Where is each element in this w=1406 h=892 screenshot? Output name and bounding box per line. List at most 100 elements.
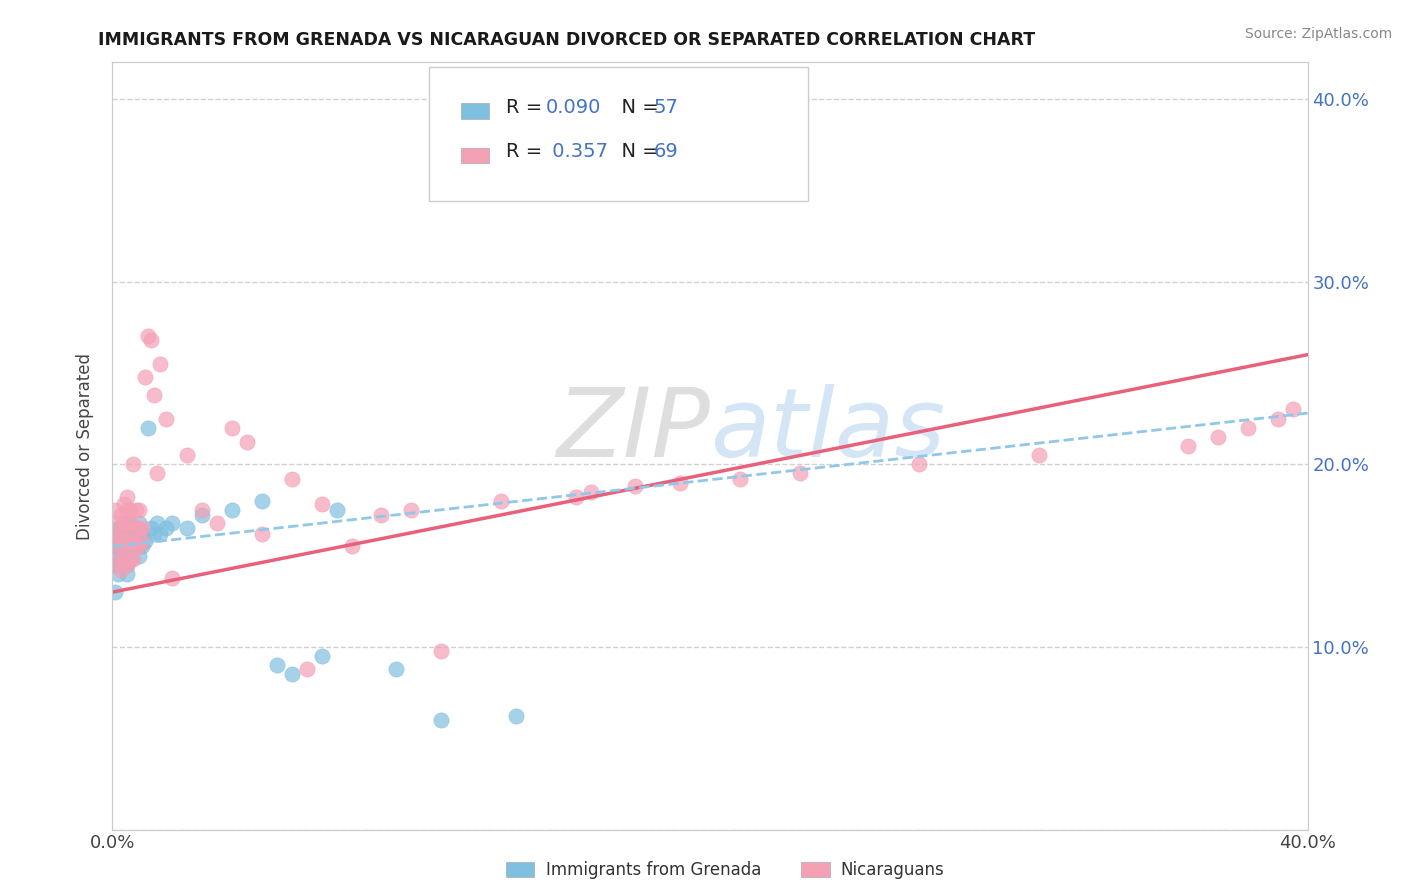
Point — [385, 662, 408, 676]
Point — [908, 457, 931, 471]
Point — [281, 472, 304, 486]
Point — [579, 484, 602, 499]
Point — [125, 533, 148, 548]
Point — [125, 521, 148, 535]
Point — [117, 540, 139, 554]
Point — [114, 545, 135, 559]
Point — [131, 521, 153, 535]
Text: Immigrants from Grenada: Immigrants from Grenada — [546, 861, 761, 879]
Point — [149, 357, 172, 371]
Point — [117, 558, 139, 572]
Point — [128, 503, 150, 517]
Point — [107, 549, 129, 563]
Point — [143, 526, 166, 541]
Point — [370, 508, 392, 523]
Point — [122, 540, 145, 554]
Point — [401, 503, 423, 517]
Point — [430, 643, 453, 657]
Point — [128, 540, 150, 554]
Point — [120, 540, 142, 554]
Point — [117, 549, 139, 563]
Point — [131, 540, 153, 554]
Point — [624, 479, 647, 493]
Point — [155, 521, 177, 535]
Point — [122, 457, 145, 471]
Point — [114, 530, 135, 544]
Point — [104, 549, 127, 563]
Point — [120, 552, 142, 566]
Point — [117, 558, 139, 572]
Point — [489, 493, 512, 508]
Point — [162, 516, 183, 530]
Point — [117, 526, 139, 541]
Point — [122, 521, 145, 535]
Point — [1237, 421, 1260, 435]
Text: 0.090: 0.090 — [546, 97, 600, 117]
Point — [114, 533, 135, 548]
Point — [128, 516, 150, 530]
Point — [114, 498, 135, 512]
Point — [128, 540, 150, 554]
Text: 57: 57 — [654, 97, 679, 117]
Point — [266, 658, 288, 673]
Point — [131, 533, 153, 548]
Point — [146, 516, 169, 530]
Point — [104, 530, 127, 544]
Point — [122, 552, 145, 566]
Point — [236, 435, 259, 450]
Point — [107, 566, 129, 581]
Point — [114, 533, 135, 548]
Point — [250, 526, 273, 541]
Y-axis label: Divorced or Separated: Divorced or Separated — [76, 352, 94, 540]
Point — [110, 530, 132, 544]
Point — [117, 503, 139, 517]
Point — [117, 566, 139, 581]
Text: 0.357: 0.357 — [546, 142, 607, 161]
Text: N =: N = — [609, 142, 665, 161]
Text: Nicaraguans: Nicaraguans — [841, 861, 945, 879]
Point — [250, 493, 273, 508]
Point — [325, 503, 347, 517]
Point — [295, 662, 318, 676]
Point — [107, 516, 129, 530]
Point — [191, 508, 214, 523]
Point — [120, 516, 142, 530]
Point — [1267, 411, 1289, 425]
Point — [430, 713, 453, 727]
Point — [110, 552, 132, 566]
Point — [107, 521, 129, 535]
Text: R =: R = — [506, 97, 548, 117]
Point — [1028, 448, 1050, 462]
Point — [104, 503, 127, 517]
Point — [564, 490, 586, 504]
Point — [281, 667, 304, 681]
Point — [176, 521, 198, 535]
Point — [114, 558, 135, 572]
Point — [1177, 439, 1199, 453]
Point — [114, 516, 135, 530]
Point — [789, 467, 811, 481]
Point — [110, 558, 132, 572]
Point — [149, 526, 172, 541]
Point — [128, 549, 150, 563]
Point — [110, 521, 132, 535]
Text: atlas: atlas — [710, 384, 945, 477]
Point — [120, 530, 142, 544]
Point — [146, 467, 169, 481]
Point — [728, 472, 751, 486]
Point — [117, 540, 139, 554]
Point — [221, 503, 243, 517]
Point — [134, 533, 156, 548]
Point — [125, 540, 148, 554]
Point — [1281, 402, 1303, 417]
Point — [505, 709, 527, 723]
Point — [117, 521, 139, 535]
Point — [120, 552, 142, 566]
Point — [141, 521, 163, 535]
Point — [110, 508, 132, 523]
Point — [120, 503, 142, 517]
Point — [138, 329, 160, 343]
Point — [110, 540, 132, 554]
Text: N =: N = — [609, 97, 665, 117]
Text: R =: R = — [506, 142, 548, 161]
